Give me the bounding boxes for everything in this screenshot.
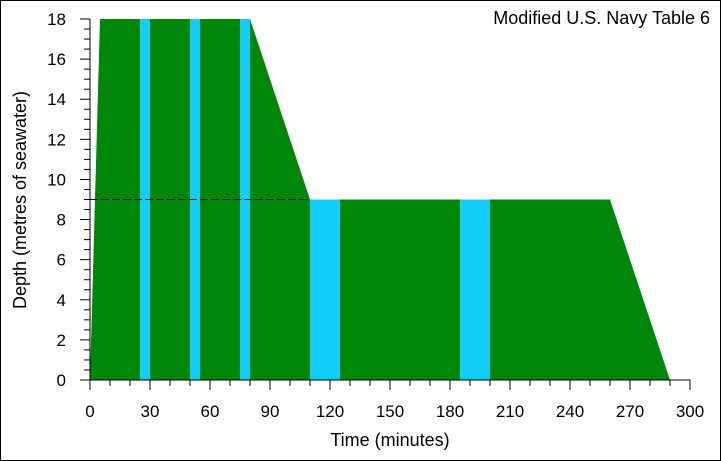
chart-title: Modified U.S. Navy Table 6 [493, 8, 710, 28]
y-tick-label: 8 [57, 211, 66, 230]
y-tick-label: 14 [47, 90, 66, 109]
oxygen-period-5 [200, 19, 240, 380]
y-tick-label: 12 [47, 130, 66, 149]
x-tick-label: 120 [316, 402, 344, 421]
y-tick-label: 0 [57, 371, 66, 390]
x-tick-label: 30 [141, 402, 160, 421]
oxygen-period-11 [490, 199, 670, 380]
y-tick-label: 4 [57, 291, 66, 310]
x-tick-label: 240 [556, 402, 584, 421]
y-tick-label: 18 [47, 10, 66, 29]
x-tick-label: 0 [85, 402, 94, 421]
x-tick-label: 60 [201, 402, 220, 421]
x-tick-label: 300 [676, 402, 704, 421]
oxygen-period-9 [340, 199, 460, 380]
air-period-8 [310, 199, 340, 380]
x-axis-title: Time (minutes) [330, 430, 449, 450]
y-tick-label: 2 [57, 331, 66, 350]
y-tick-label: 16 [47, 50, 66, 69]
x-tick-label: 90 [261, 402, 280, 421]
axes [80, 18, 691, 390]
air-period-10 [460, 199, 490, 380]
gas-periods [90, 19, 670, 380]
x-tick-label: 270 [616, 402, 644, 421]
x-tick-label: 180 [436, 402, 464, 421]
y-tick-label: 6 [57, 251, 66, 270]
y-axis-title: Depth (metres of seawater) [10, 91, 30, 309]
x-tick-label: 210 [496, 402, 524, 421]
y-tick-label: 10 [47, 170, 66, 189]
x-tick-label: 150 [376, 402, 404, 421]
